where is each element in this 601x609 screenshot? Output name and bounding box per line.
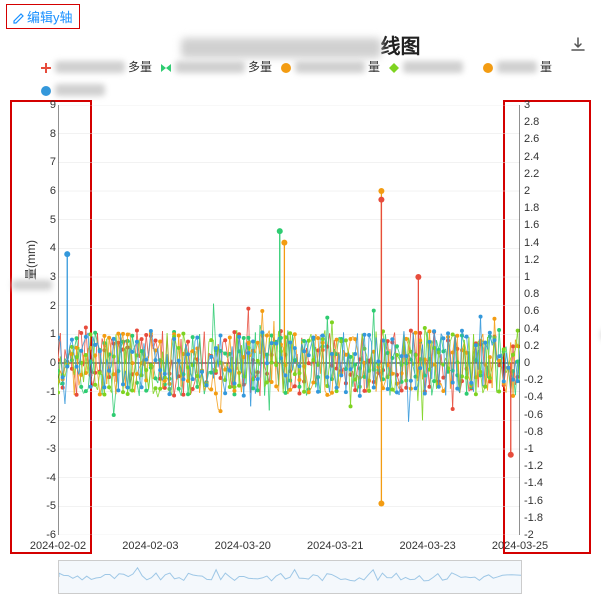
legend-label-suffix: 量 [540, 58, 552, 76]
legend-marker-icon [280, 61, 292, 73]
y-right-ticks: -2-1.8-1.6-1.4-1.2-1-0.8-0.6-0.4-0.200.2… [524, 105, 554, 535]
legend-label-redacted [295, 61, 365, 73]
download-icon [569, 36, 587, 54]
edit-icon [13, 12, 25, 24]
edit-y-axis-label: 编辑y轴 [27, 10, 73, 25]
legend-item[interactable] [40, 84, 108, 96]
legend-label-suffix: 多量 [128, 58, 152, 76]
legend-marker-icon [40, 84, 52, 96]
timeline-brush[interactable] [58, 560, 522, 594]
legend-label-redacted [175, 61, 245, 73]
chart-title: 线图 [0, 30, 601, 59]
legend-marker-icon [160, 61, 172, 73]
download-button[interactable] [569, 36, 587, 59]
legend-item[interactable]: 多量 [40, 58, 152, 76]
legend-item[interactable]: 量 [280, 58, 380, 76]
chart-plot-area[interactable] [58, 105, 520, 535]
y-left-ticks: -6-5-4-3-2-10123456789 [38, 105, 56, 535]
legend-label-redacted [497, 61, 537, 73]
legend-label-suffix: 多量 [248, 58, 272, 76]
chart-legend: 多量 多量 量 量 [40, 58, 561, 96]
legend-label-redacted [55, 61, 125, 73]
title-suffix: 线图 [381, 36, 421, 58]
legend-item[interactable] [388, 58, 466, 76]
legend-marker-icon [482, 61, 494, 73]
legend-marker-icon [388, 61, 400, 73]
legend-label-redacted [403, 61, 463, 73]
legend-item[interactable]: 量 [482, 58, 552, 76]
legend-label-suffix: 量 [368, 58, 380, 76]
legend-label-redacted [55, 84, 105, 96]
edit-y-axis-link[interactable]: 编辑y轴 [6, 4, 80, 29]
legend-item[interactable]: 多量 [160, 58, 272, 76]
title-redacted [181, 38, 381, 58]
legend-marker-icon [40, 61, 52, 73]
